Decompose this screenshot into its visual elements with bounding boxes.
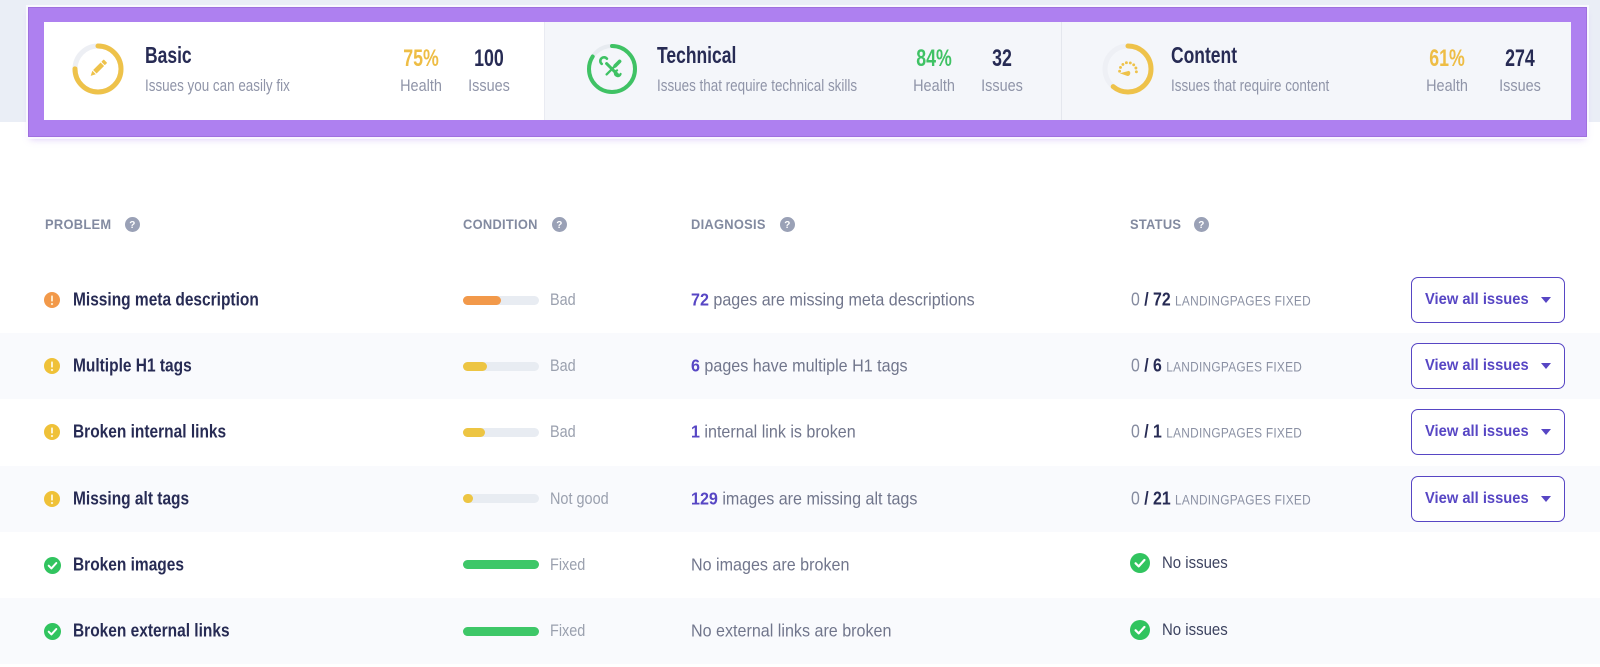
svg-text:?: ? (557, 220, 563, 231)
svg-text:?: ? (785, 220, 791, 231)
svg-text:?: ? (129, 220, 135, 231)
svg-text:?: ? (1198, 220, 1204, 231)
